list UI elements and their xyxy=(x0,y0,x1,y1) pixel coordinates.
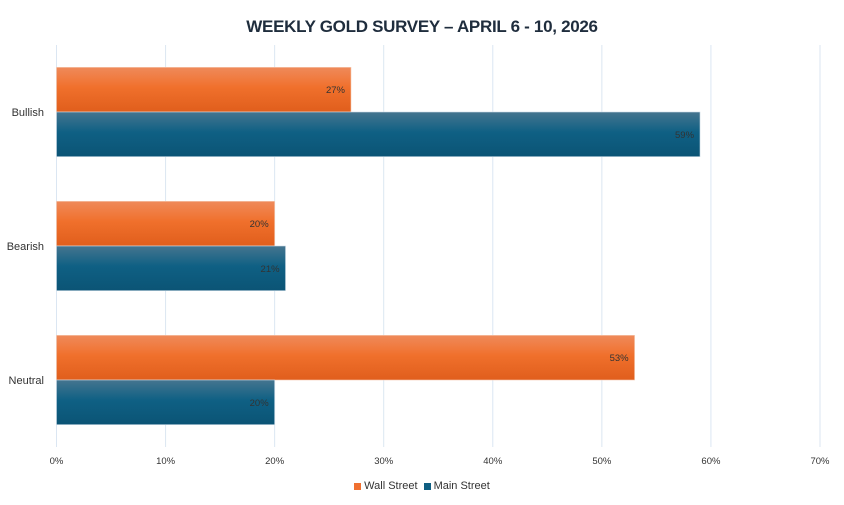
data-label: 53% xyxy=(610,353,630,364)
bar-main-street-neutral xyxy=(56,379,275,425)
category-label-bullish: Bullish xyxy=(12,107,44,119)
data-label: 59% xyxy=(675,130,695,141)
data-label: 21% xyxy=(261,264,281,275)
bar-main-street-bearish xyxy=(56,245,286,291)
x-tick-label: 10% xyxy=(156,456,176,467)
legend-label: Wall Street xyxy=(364,480,418,492)
legend-item: Main Street xyxy=(423,480,490,492)
x-tick-label: 30% xyxy=(374,456,394,467)
x-tick-label: 60% xyxy=(701,456,721,467)
legend: Wall Street Main Street xyxy=(0,480,844,493)
legend-swatch xyxy=(423,482,431,490)
data-label: 20% xyxy=(250,398,270,409)
chart-title: WEEKLY GOLD SURVEY – APRIL 6 - 10, 2026 xyxy=(246,17,598,36)
bar-main-street-bullish xyxy=(56,111,701,157)
bar-wall-street-bullish xyxy=(56,67,352,113)
x-tick-label: 20% xyxy=(265,456,285,467)
bar-chart: 0% 10% 20% 30% 40% 50% 60% 70% Bullish 27% 59% Bear… xyxy=(7,45,830,467)
legend-swatch xyxy=(354,482,362,490)
x-tick-label: 0% xyxy=(50,456,64,467)
data-label: 27% xyxy=(326,85,346,96)
data-label: 20% xyxy=(250,219,270,230)
legend-item: Wall Street xyxy=(354,480,418,492)
bar-wall-street-neutral xyxy=(56,335,635,381)
bar-wall-street-bearish xyxy=(56,201,275,247)
category-label-bearish: Bearish xyxy=(7,241,44,253)
x-tick-label: 70% xyxy=(810,456,830,467)
category-label-neutral: Neutral xyxy=(9,375,44,387)
x-tick-label: 40% xyxy=(483,456,503,467)
x-tick-label: 50% xyxy=(592,456,612,467)
legend-label: Main Street xyxy=(433,480,490,492)
